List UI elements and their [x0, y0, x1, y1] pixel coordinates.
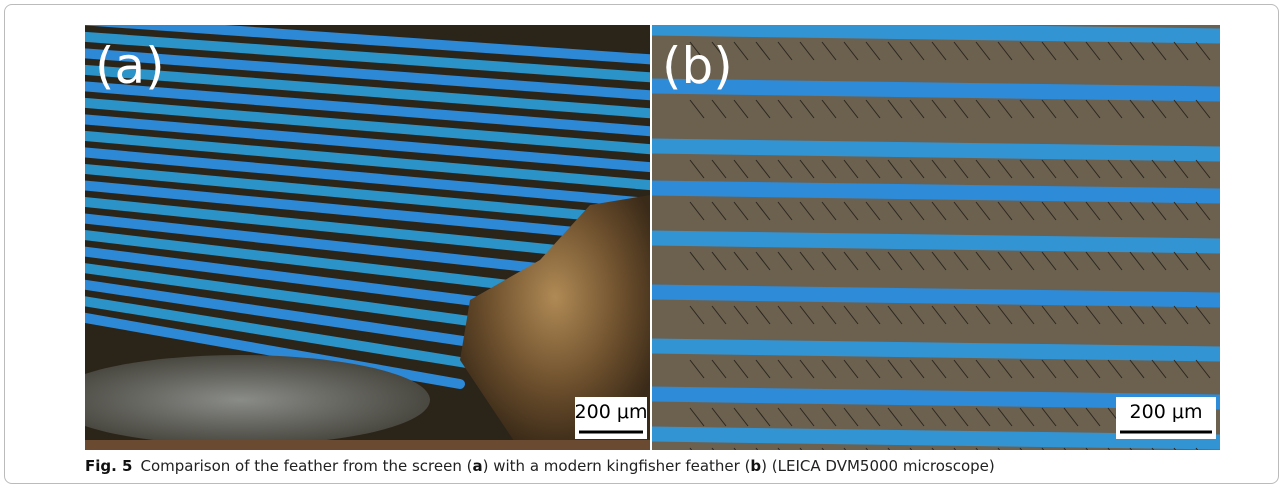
scale-bar-label: 200 μm: [575, 401, 648, 423]
caption-text: b: [750, 457, 761, 475]
feather-barb: [650, 238, 1222, 246]
feather-barb: [650, 86, 1222, 94]
caption-text: Comparison of the feather from the scree…: [140, 457, 472, 475]
feather-barb: [650, 28, 1222, 36]
caption-text: ) (LEICA DVM5000 microscope): [761, 457, 995, 475]
panel-label: (b): [662, 37, 733, 95]
feather-barb: [650, 188, 1222, 196]
panel-label: (a): [95, 37, 165, 95]
caption-label: Fig. 5: [85, 457, 132, 475]
page: (a) (b) 200 μm 200 μm Fig. 5 Comparison o…: [0, 0, 1285, 490]
feather-barb: [650, 146, 1222, 154]
feather-barb: [650, 292, 1222, 300]
feather-barb: [650, 346, 1222, 354]
panel-b-image: [650, 25, 1222, 455]
caption-text: a: [472, 457, 482, 475]
caption: Fig. 5 Comparison of the feather from the…: [85, 457, 995, 475]
scale-bar-label: 200 μm: [1130, 401, 1203, 423]
caption-text: ) with a modern kingfisher feather (: [483, 457, 751, 475]
figure-images: (a) (b) 200 μm 200 μm: [0, 0, 1285, 455]
